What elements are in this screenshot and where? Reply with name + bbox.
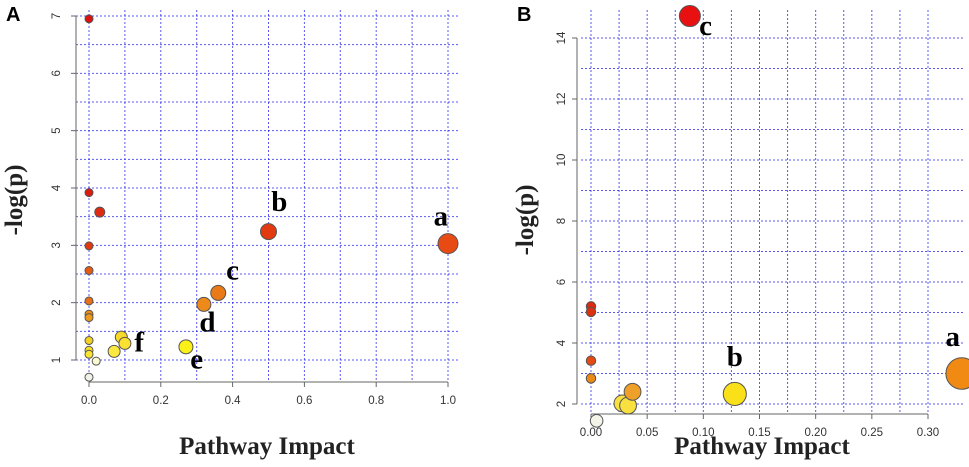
data-point <box>107 344 121 358</box>
annotations-b: a b c <box>699 10 960 373</box>
x-tick-label: 0.4 <box>225 395 242 407</box>
data-point <box>84 372 94 382</box>
y-tick-label: 5 <box>51 127 63 133</box>
data-point <box>623 382 642 401</box>
x-tick-label: 0.0 <box>81 395 97 407</box>
data-point <box>84 241 94 251</box>
data-point <box>178 339 194 355</box>
x-tick-label: 0.05 <box>636 427 658 439</box>
x-tick-label: 0.6 <box>296 395 312 407</box>
x-tick-label: 0.2 <box>153 395 169 407</box>
x-tick-label: 0.8 <box>368 395 384 407</box>
y-axis-title-a: -log(p) <box>1 165 28 236</box>
point-annotation-f: f <box>134 326 144 358</box>
points-b <box>585 5 969 428</box>
data-point <box>945 357 969 390</box>
data-point <box>118 336 132 350</box>
grid-a <box>76 10 458 381</box>
x-tick-label: 0.25 <box>861 427 883 439</box>
x-tick-label: 0.30 <box>917 427 939 439</box>
data-point <box>260 223 277 241</box>
panel-letter-a: A <box>6 4 20 26</box>
data-point <box>678 5 701 28</box>
annotations-a: a b cde f <box>134 186 448 376</box>
grid-b <box>581 10 965 412</box>
data-point <box>84 313 94 323</box>
y-tick-label: 2 <box>51 299 63 305</box>
data-point <box>585 373 597 384</box>
point-annotation-b: b <box>727 341 743 373</box>
data-point <box>84 188 94 198</box>
data-point <box>84 336 94 346</box>
panel-letter-b: B <box>517 4 531 26</box>
point-annotation-a: a <box>945 321 960 353</box>
data-point <box>210 284 227 301</box>
points-a <box>84 14 459 382</box>
y-tick-label: 7 <box>51 13 63 19</box>
data-point <box>722 381 747 406</box>
data-point <box>437 233 459 255</box>
y-tick-label: 8 <box>556 218 568 224</box>
y-tick-label: 4 <box>51 184 63 191</box>
point-annotation-d: d <box>199 306 215 338</box>
data-point <box>585 355 597 366</box>
data-point <box>589 413 604 428</box>
axes-b: 0.00 0.05 0.10 0.15 0.20 0.25 0.30 2 4 6 8 10 12 14 <box>556 31 939 439</box>
data-point <box>84 14 94 24</box>
x-tick-label: 0.20 <box>804 427 826 439</box>
x-axis-title-a: Pathway Impact <box>179 433 355 460</box>
y-tick-label: 6 <box>51 70 63 76</box>
data-point <box>84 349 94 359</box>
x-tick-label: 0.10 <box>692 427 714 439</box>
point-annotation-c: c <box>226 255 239 287</box>
axes-a: 0.0 0.2 0.4 0.6 0.8 1.0 1 2 3 4 5 6 7 <box>51 13 456 407</box>
data-point <box>84 296 94 306</box>
data-point <box>84 266 94 276</box>
data-point <box>94 206 106 218</box>
y-tick-label: 4 <box>556 339 568 346</box>
x-tick-label: 0.00 <box>580 427 602 439</box>
panel-a: A 0.0 0.2 0.4 0.6 0.8 1.0 1 2 3 4 5 6 7 a b cde f Pathw… <box>1 4 459 460</box>
x-tick-label: 0.15 <box>748 427 770 439</box>
y-tick-label: 12 <box>556 93 568 106</box>
point-annotation-b: b <box>271 186 287 218</box>
y-tick-label: 2 <box>556 401 568 407</box>
x-axis-title-b: Pathway Impact <box>674 433 850 460</box>
y-tick-label: 10 <box>556 154 568 167</box>
x-tick-label: 1.0 <box>440 395 456 407</box>
data-point <box>585 306 597 318</box>
y-axis-title-b: -log(p) <box>512 185 539 256</box>
y-tick-label: 6 <box>556 279 568 285</box>
y-tick-label: 3 <box>51 242 63 248</box>
y-tick-label: 14 <box>556 31 568 44</box>
point-annotation-a: a <box>434 200 449 232</box>
data-point <box>196 296 212 312</box>
point-annotation-c: c <box>699 10 712 42</box>
data-point <box>91 356 101 366</box>
panel-b: B 0.00 0.05 0.10 0.15 0.20 0.25 0.30 2 4 6 8 10 12 14… <box>512 4 969 460</box>
y-tick-label: 1 <box>51 357 63 363</box>
point-annotation-e: e <box>190 344 203 376</box>
